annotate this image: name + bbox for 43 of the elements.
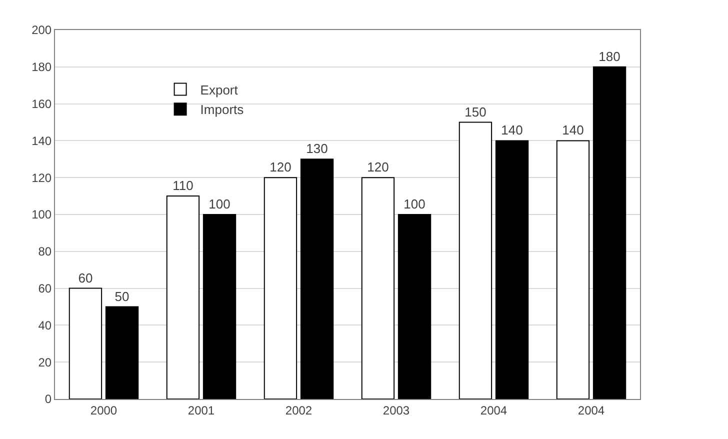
data-label: 140 xyxy=(501,122,523,138)
data-label: 110 xyxy=(172,178,194,194)
legend-label: Export xyxy=(200,82,238,98)
x-tick-label: 2003 xyxy=(382,403,410,418)
bar xyxy=(264,177,298,399)
bar xyxy=(68,288,102,399)
bar xyxy=(556,140,590,399)
x-tick-label: 2004 xyxy=(578,403,605,418)
data-label: 50 xyxy=(114,288,130,304)
data-label: 100 xyxy=(404,196,426,212)
y-tick-label: 40 xyxy=(38,318,52,332)
x-tick-label: 2004 xyxy=(480,403,508,418)
data-label: 120 xyxy=(367,160,389,175)
y-tick-label: 0 xyxy=(44,392,52,406)
legend-label: Imports xyxy=(200,102,244,118)
y-tick-label: 120 xyxy=(32,170,52,185)
data-label: 120 xyxy=(270,160,292,175)
y-tick-label: 200 xyxy=(32,23,52,38)
y-tick-label: 60 xyxy=(38,282,52,296)
y-tick-label: 80 xyxy=(38,244,52,259)
data-label: 140 xyxy=(562,122,584,138)
y-tick-label: 140 xyxy=(32,134,52,148)
x-tick-label: 2002 xyxy=(285,403,312,418)
data-label: 130 xyxy=(306,141,328,156)
x-tick-label: 2001 xyxy=(188,403,215,418)
x-tick-label: 2000 xyxy=(90,403,118,418)
bar xyxy=(300,158,334,399)
bar xyxy=(458,122,492,399)
bar xyxy=(105,306,139,399)
data-label: 180 xyxy=(598,48,620,64)
data-label: 60 xyxy=(78,270,93,286)
bar xyxy=(592,66,626,399)
y-tick-label: 160 xyxy=(32,97,52,111)
bar xyxy=(202,214,236,399)
bar xyxy=(166,196,200,399)
y-tick-label: 100 xyxy=(32,208,52,222)
bar xyxy=(398,214,432,399)
data-label: 100 xyxy=(208,196,230,212)
y-tick-label: 180 xyxy=(32,60,52,74)
bar xyxy=(361,177,395,399)
data-label: 150 xyxy=(464,104,486,120)
y-tick-label: 20 xyxy=(38,355,52,370)
bar xyxy=(495,140,529,399)
